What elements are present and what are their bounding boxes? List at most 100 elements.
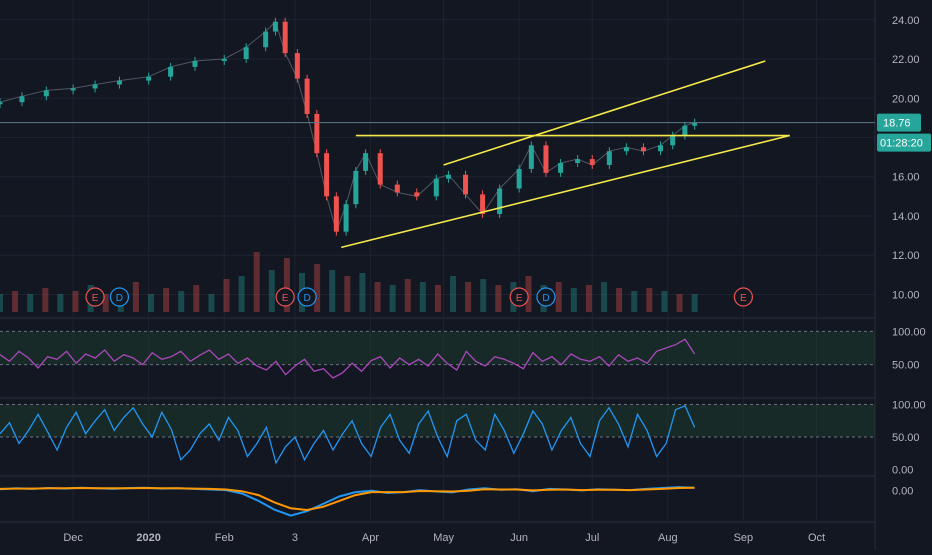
volume-bar	[193, 285, 200, 312]
volume-bar	[480, 279, 487, 312]
candle[interactable]	[377, 153, 383, 185]
candle[interactable]	[575, 159, 581, 163]
price-series[interactable]	[0, 17, 875, 236]
price-tick-label: 24.00	[892, 15, 920, 27]
volume-bar	[344, 276, 351, 312]
candle[interactable]	[168, 66, 174, 77]
candle[interactable]	[589, 159, 595, 165]
candle[interactable]	[92, 84, 98, 89]
candle[interactable]	[623, 147, 629, 152]
macd-signal-line[interactable]	[0, 486, 695, 512]
event-earnings-label: E	[740, 293, 747, 304]
candle[interactable]	[43, 90, 49, 97]
candle[interactable]	[146, 76, 152, 81]
candle[interactable]	[480, 194, 486, 215]
candle[interactable]	[658, 145, 664, 152]
candle[interactable]	[19, 96, 25, 103]
volume-bar	[525, 276, 532, 312]
candle[interactable]	[445, 174, 451, 179]
time-axis[interactable]: Dec 2020 Feb 3 Apr May Jun Jul Aug Sep Oct	[63, 532, 825, 544]
macd-pane[interactable]	[0, 486, 695, 517]
candle[interactable]	[433, 178, 439, 197]
candle[interactable]	[670, 135, 676, 146]
stoch-tick-label: 100.00	[892, 400, 926, 412]
stochastic-pane[interactable]	[0, 404, 875, 465]
candle[interactable]	[516, 168, 522, 189]
rsi-pane[interactable]	[0, 330, 875, 379]
volume-bar	[495, 285, 502, 312]
candle[interactable]	[497, 188, 503, 215]
candle[interactable]	[463, 174, 469, 195]
volume-bar	[57, 294, 64, 312]
volume-bar	[404, 279, 411, 312]
candle[interactable]	[333, 196, 339, 232]
stoch-line[interactable]	[0, 404, 696, 465]
volume-bar	[419, 282, 426, 312]
time-tick-label: 2020	[136, 532, 160, 544]
candle[interactable]	[394, 184, 400, 193]
event-dividend-marker[interactable]	[536, 287, 556, 307]
time-tick-label: Jul	[585, 532, 599, 544]
price-tick-label: 10.00	[892, 289, 920, 301]
candle[interactable]	[221, 59, 227, 62]
candle[interactable]	[70, 88, 76, 91]
candle[interactable]	[0, 102, 3, 105]
event-earnings-marker[interactable]	[85, 287, 105, 307]
candle[interactable]	[294, 53, 300, 79]
candle[interactable]	[692, 122, 698, 126]
volume-bar	[616, 288, 623, 312]
price-tick-label: 22.00	[892, 54, 920, 66]
candle[interactable]	[263, 31, 269, 48]
candle[interactable]	[243, 47, 249, 60]
candle[interactable]	[343, 204, 349, 232]
event-earnings-marker[interactable]	[733, 287, 753, 307]
candle[interactable]	[606, 151, 612, 165]
volume-bar	[585, 285, 592, 312]
price-tick-label: 16.00	[892, 172, 920, 184]
volume-bar	[329, 270, 336, 312]
candle[interactable]	[314, 113, 320, 154]
countdown-label: 01:28:20	[880, 138, 923, 150]
event-earnings-label: E	[282, 293, 289, 304]
candle[interactable]	[192, 60, 198, 67]
stoch-band	[0, 404, 875, 437]
candle[interactable]	[682, 125, 688, 136]
trendline-lower-channel[interactable]	[341, 134, 790, 249]
event-earnings-marker[interactable]	[275, 287, 295, 307]
event-dividend-label: D	[542, 293, 549, 304]
volume-bar	[223, 279, 230, 312]
event-earnings-marker[interactable]	[509, 287, 529, 307]
event-earnings-label: E	[92, 293, 99, 304]
stoch-tick-label: 0.00	[892, 465, 913, 477]
candle[interactable]	[324, 153, 330, 197]
rsi-line[interactable]	[0, 338, 696, 379]
candle[interactable]	[353, 170, 359, 205]
candle[interactable]	[640, 147, 646, 152]
volume-bar	[208, 294, 215, 312]
candle[interactable]	[558, 163, 564, 173]
volume-bar	[314, 264, 321, 312]
rsi-band	[0, 331, 875, 365]
event-dividend-marker[interactable]	[109, 287, 130, 307]
candle[interactable]	[272, 21, 278, 32]
price-axis[interactable]: 24.0022.0020.0018.0016.0014.0012.0010.00…	[877, 15, 931, 498]
event-dividend-label: D	[303, 293, 310, 304]
event-dividend-label: D	[116, 293, 123, 304]
volume-bar	[253, 252, 260, 312]
trendlines[interactable]	[341, 60, 790, 249]
last-price-label: 18.76	[883, 118, 911, 130]
volume-bar	[72, 291, 79, 312]
event-dividend-marker[interactable]	[297, 287, 317, 307]
candle[interactable]	[363, 153, 369, 171]
candle[interactable]	[304, 78, 310, 114]
trendline-upper-channel[interactable]	[443, 60, 766, 166]
candle[interactable]	[282, 21, 288, 54]
candle[interactable]	[414, 192, 420, 197]
candle[interactable]	[528, 145, 534, 169]
candle[interactable]	[543, 145, 549, 173]
candle[interactable]	[116, 80, 122, 85]
time-tick-label: 3	[292, 532, 298, 544]
